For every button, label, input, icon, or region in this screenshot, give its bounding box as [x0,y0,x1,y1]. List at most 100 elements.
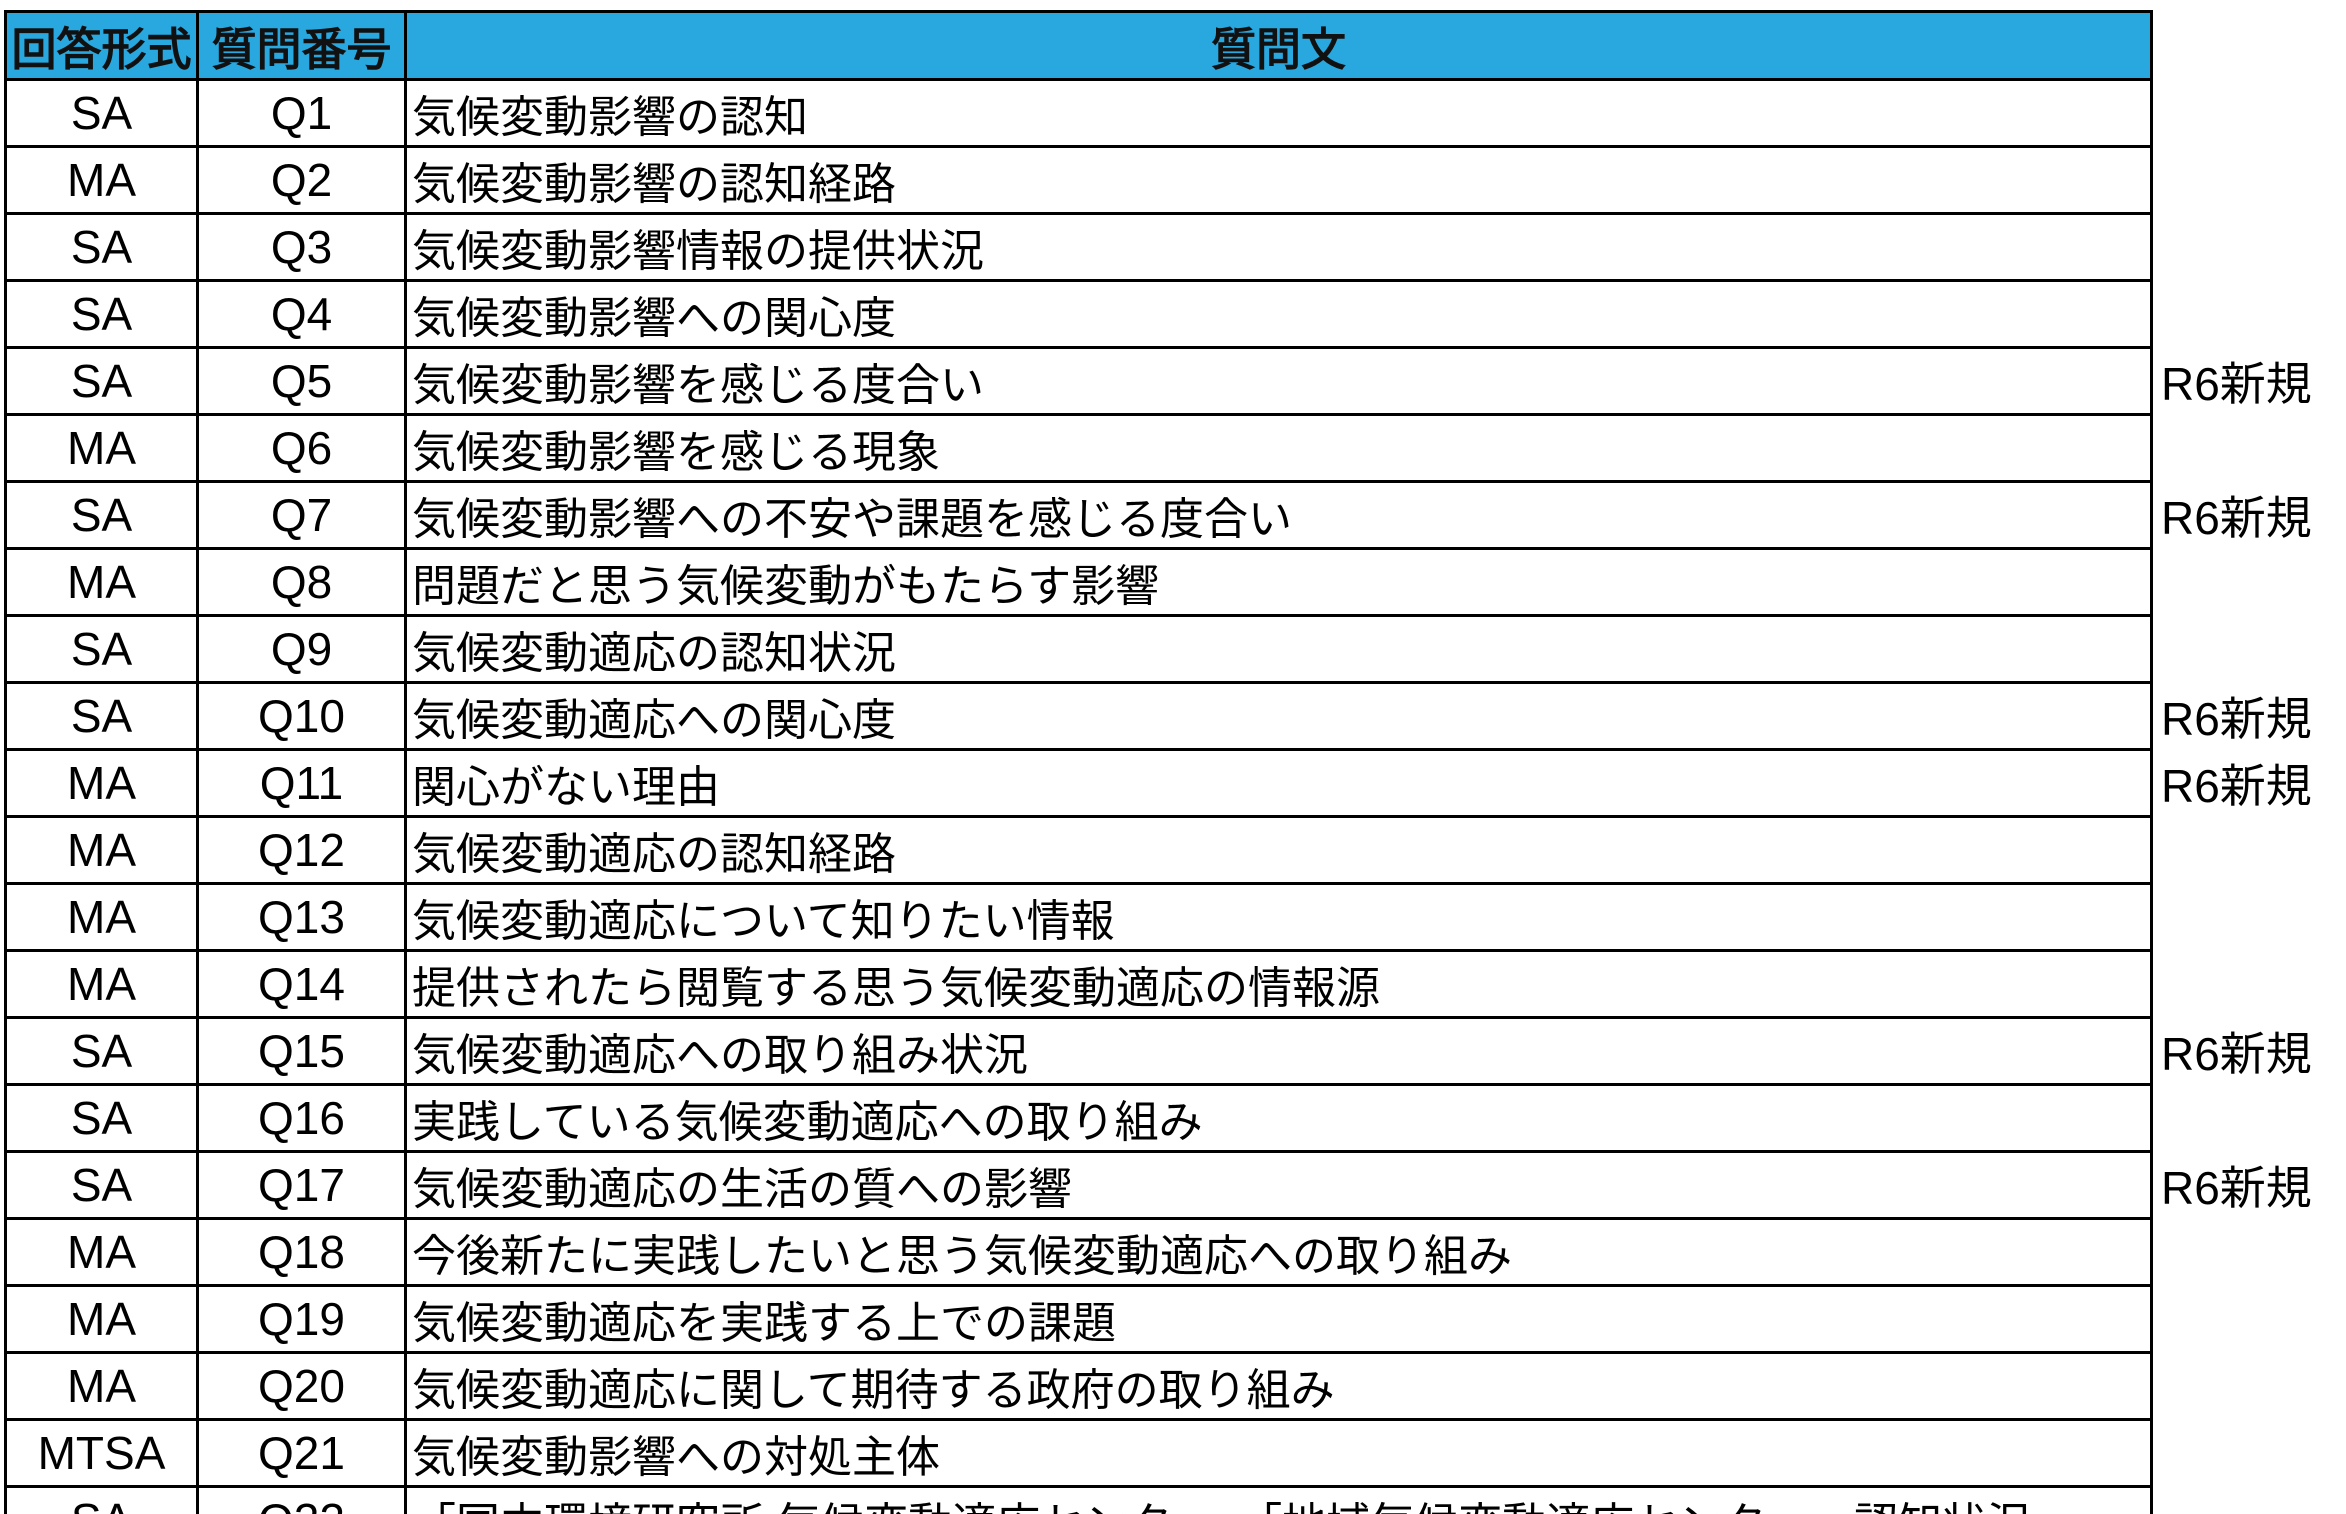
question-number-cell: Q11 [196,748,407,818]
answer-format-cell: MA [4,413,199,483]
r6-new-note: R6新規 [2161,358,2312,410]
question-text-cell: 気候変動影響を感じる現象 [404,413,2153,483]
answer-format-cell: SA [4,1150,199,1220]
answer-format-cell: SA [4,614,199,684]
table-row: SA Q7 気候変動影響への不安や課題を感じる度合い R6新規 [4,480,2346,550]
table-row: MA Q6 気候変動影響を感じる現象 [4,413,2346,483]
r6-new-note [2152,549,2346,616]
question-text-cell: 気候変動影響への関心度 [404,279,2153,349]
answer-format-cell: MA [4,815,199,885]
question-number-cell: Q6 [196,413,407,483]
r6-new-note [2152,80,2346,147]
answer-format-cell: MA [4,1351,199,1421]
question-number-cell: Q14 [196,949,407,1019]
question-text-cell: 提供されたら閲覧する思う気候変動適応の情報源 [404,949,2153,1019]
header-question-text: 質問文 [404,10,2153,81]
question-text-cell: 「国立環境研究所 気候変動適応センター」「地域気候変動適応センター」認知状況 [404,1485,2153,1514]
table-row: MA Q13 気候変動適応について知りたい情報 [4,882,2346,952]
r6-new-note [2152,1420,2346,1487]
question-text-cell: 気候変動影響を感じる度合い [404,346,2153,416]
table-row: SA Q16 実践している気候変動適応への取り組み [4,1083,2346,1153]
question-text-cell: 気候変動適応の認知経路 [404,815,2153,885]
question-text-cell: 気候変動影響情報の提供状況 [404,212,2153,282]
answer-format-cell: SA [4,681,199,751]
table-row: MA Q2 気候変動影響の認知経路 [4,145,2346,215]
answer-format-cell: MA [4,748,199,818]
question-text-cell: 気候変動適応に関して期待する政府の取り組み [404,1351,2153,1421]
question-text-cell: 今後新たに実践したいと思う気候変動適応への取り組み [404,1217,2153,1287]
question-number-cell: Q17 [196,1150,407,1220]
r6-new-note [2152,214,2346,281]
r6-new-note [2152,951,2346,1018]
table-row: SA Q5 気候変動影響を感じる度合い R6新規 [4,346,2346,416]
question-text-cell: 気候変動影響の認知経路 [404,145,2153,215]
table-row: MA Q14 提供されたら閲覧する思う気候変動適応の情報源 [4,949,2346,1019]
question-table-body: SA Q1 気候変動影響の認知 MA Q2 気候変動影響の認知経路 SA Q3 … [4,78,2346,1514]
question-text-cell: 気候変動適応への取り組み状況 [404,1016,2153,1086]
table-row: MA Q18 今後新たに実践したいと思う気候変動適応への取り組み [4,1217,2346,1287]
answer-format-cell: MA [4,1284,199,1354]
answer-format-cell: SA [4,279,199,349]
r6-new-note [2152,1219,2346,1286]
r6-new-note: R6新規 [2161,693,2312,745]
r6-new-note [2152,415,2346,482]
r6-new-note [2152,1353,2346,1420]
r6-new-note [2152,1286,2346,1353]
r6-new-note [2152,817,2346,884]
answer-format-cell: MA [4,547,199,617]
question-text-cell: 気候変動適応への関心度 [404,681,2153,751]
question-number-cell: Q5 [196,346,407,416]
header-outside-spacer [2152,12,2346,80]
table-row: SA Q15 気候変動適応への取り組み状況 R6新規 [4,1016,2346,1086]
r6-new-note [2152,147,2346,214]
table-row: MA Q12 気候変動適応の認知経路 [4,815,2346,885]
table-row: SA Q22 「国立環境研究所 気候変動適応センター」「地域気候変動適応センター… [4,1485,2346,1514]
question-number-cell: Q9 [196,614,407,684]
r6-new-note: R6新規 [2161,492,2312,544]
question-number-cell: Q19 [196,1284,407,1354]
question-number-cell: Q22 [196,1485,407,1514]
table-row: MA Q20 気候変動適応に関して期待する政府の取り組み [4,1351,2346,1421]
table-row: MA Q11 関心がない理由 R6新規 [4,748,2346,818]
question-number-cell: Q18 [196,1217,407,1287]
table-row: MA Q8 問題だと思う気候変動がもたらす影響 [4,547,2346,617]
question-number-cell: Q21 [196,1418,407,1488]
r6-new-note: R6新規 [2161,760,2312,812]
question-number-cell: Q20 [196,1351,407,1421]
question-number-cell: Q10 [196,681,407,751]
answer-format-cell: SA [4,1083,199,1153]
question-text-cell: 気候変動適応の生活の質への影響 [404,1150,2153,1220]
question-number-cell: Q1 [196,78,407,148]
answer-format-cell: MA [4,949,199,1019]
question-text-cell: 関心がない理由 [404,748,2153,818]
answer-format-cell: SA [4,346,199,416]
question-number-cell: Q16 [196,1083,407,1153]
table-row: MA Q19 気候変動適応を実践する上での課題 [4,1284,2346,1354]
question-text-cell: 問題だと思う気候変動がもたらす影響 [404,547,2153,617]
question-text-cell: 気候変動影響への不安や課題を感じる度合い [404,480,2153,550]
question-text-cell: 気候変動適応の認知状況 [404,614,2153,684]
answer-format-cell: MA [4,1217,199,1287]
table-row: SA Q10 気候変動適応への関心度 R6新規 [4,681,2346,751]
answer-format-cell: MA [4,882,199,952]
table-row: SA Q4 気候変動影響への関心度 [4,279,2346,349]
question-number-cell: Q8 [196,547,407,617]
answer-format-cell: SA [4,1485,199,1514]
header-answer-format: 回答形式 [4,10,199,81]
table-row: SA Q3 気候変動影響情報の提供状況 [4,212,2346,282]
question-number-cell: Q3 [196,212,407,282]
r6-new-note: R6新規 [2161,1028,2312,1080]
r6-new-note: R6新規 [2161,1162,2312,1214]
question-number-cell: Q2 [196,145,407,215]
table-row: MTSA Q21 気候変動影響への対処主体 [4,1418,2346,1488]
table-row: SA Q1 気候変動影響の認知 [4,78,2346,148]
question-text-cell: 気候変動適応について知りたい情報 [404,882,2153,952]
question-text-cell: 気候変動適応を実践する上での課題 [404,1284,2153,1354]
table-header-row: 回答形式 質問番号 質問文 [4,10,2346,81]
question-number-cell: Q12 [196,815,407,885]
r6-new-note [2152,281,2346,348]
question-number-cell: Q4 [196,279,407,349]
question-text-cell: 気候変動影響への対処主体 [404,1418,2153,1488]
table-row: SA Q17 気候変動適応の生活の質への影響 R6新規 [4,1150,2346,1220]
